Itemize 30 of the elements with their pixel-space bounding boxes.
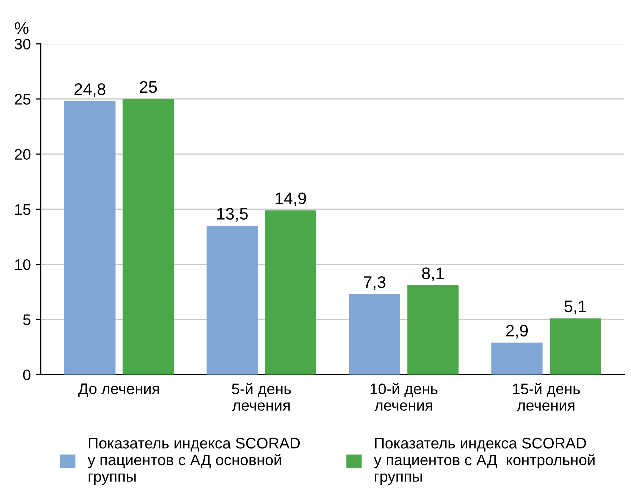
bar	[349, 294, 400, 375]
x-tick-label: 15-й день лечения	[513, 383, 580, 411]
x-tick-label: 5-й день лечения	[232, 383, 292, 411]
data-label: 24,8	[74, 84, 106, 98]
data-label: 7,3	[364, 276, 386, 290]
x-tick-label: До лечения	[78, 384, 160, 398]
y-tick-label: 10	[15, 259, 31, 270]
y-tick-label: 15	[15, 204, 31, 216]
bar	[206, 226, 258, 375]
y-tick-label: 20	[15, 149, 31, 160]
bar	[550, 318, 602, 375]
legend-label: Показатель индекса SCORAD у пациентов с АД контрольной группы	[374, 438, 595, 486]
bar	[64, 101, 116, 375]
data-label: 25	[140, 81, 158, 94]
data-label: 14,9	[276, 192, 306, 206]
bar	[408, 286, 459, 375]
bar	[265, 210, 316, 375]
bar	[122, 99, 174, 375]
y-tick-label: 5	[23, 314, 31, 326]
x-tick-label: 10-й день лечения	[370, 383, 438, 411]
data-label: 13,5	[218, 208, 248, 222]
y-axis-title: %	[15, 22, 29, 34]
data-label: 8,1	[422, 268, 444, 282]
legend-label: Показатель индекса SCORAD у пациентов с АД основной группы	[88, 438, 300, 486]
data-label: 5,1	[564, 300, 586, 315]
y-tick-label: 0	[23, 370, 31, 381]
data-label: 2,9	[506, 325, 528, 339]
y-tick-label: 25	[15, 94, 31, 105]
y-tick-label: 30	[14, 38, 31, 50]
bar	[492, 342, 543, 375]
